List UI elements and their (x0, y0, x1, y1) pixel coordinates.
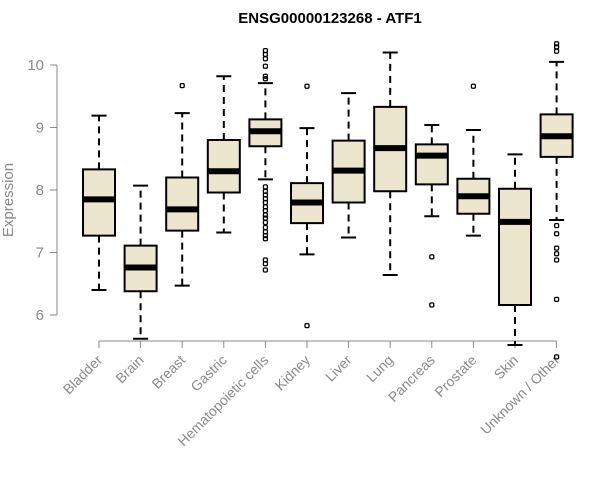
y-tick-label: 7 (36, 245, 44, 262)
iqr-box (165, 176, 200, 232)
box-unknown-other (539, 41, 574, 360)
outlier-point (262, 215, 269, 221)
chart-title: ENSG00000123268 - ATF1 (238, 10, 421, 27)
box-breast (165, 82, 200, 287)
outlier-point (553, 354, 560, 360)
iqr-box (498, 187, 532, 306)
outlier-point (553, 222, 560, 229)
box-lung (373, 51, 408, 276)
box-bladder (82, 114, 116, 291)
outlier-point (262, 219, 269, 226)
outlier-point (553, 41, 560, 47)
x-tick-label: Unknown / Other (477, 352, 563, 438)
box-brain (123, 184, 158, 340)
x-tick-label: Prostate (431, 352, 479, 400)
outlier-point (262, 73, 269, 79)
outlier-point (262, 212, 269, 218)
outlier-point (262, 199, 269, 206)
outlier-point (179, 82, 185, 89)
outlier-point (262, 63, 269, 69)
outlier-point (470, 83, 477, 89)
plot-area (82, 41, 574, 360)
x-tick-label: Breast (148, 352, 188, 392)
outlier-point (553, 44, 560, 50)
iqr-box (206, 139, 241, 194)
outlier-point (553, 245, 560, 251)
outlier-point (553, 231, 560, 237)
box-skin (498, 153, 532, 346)
outlier-point (553, 296, 560, 303)
outlier-point (553, 257, 560, 263)
box-prostate (456, 83, 491, 237)
outlier-point (262, 261, 269, 267)
outlier-point (262, 51, 269, 58)
y-tick-label: 8 (36, 182, 44, 199)
x-tick-label: Lung (363, 352, 396, 385)
box-gastric (206, 75, 241, 234)
outlier-point (262, 224, 269, 231)
iqr-box (414, 143, 449, 186)
box-liver (331, 92, 366, 239)
box-hematopoietic-cells (248, 47, 283, 273)
x-tick-label: Bladder (60, 352, 106, 398)
outlier-point (262, 236, 269, 242)
x-tick-label: Kidney (272, 352, 314, 394)
iqr-box (82, 168, 116, 237)
outlier-point (553, 251, 560, 257)
y-tick-label: 6 (36, 307, 44, 324)
outlier-point (262, 76, 269, 82)
outlier-point (304, 83, 310, 89)
outlier-point (262, 207, 269, 214)
y-tick-label: 9 (36, 120, 44, 137)
outlier-point (262, 184, 269, 190)
x-tick-label: Skin (491, 352, 522, 383)
box-pancreas (414, 124, 449, 308)
outlier-point (262, 232, 269, 239)
outlier-point (429, 302, 435, 308)
x-tick-label: Liver (322, 352, 355, 385)
y-tick-label: 10 (27, 57, 44, 74)
x-tick-label: Brain (112, 352, 146, 386)
outlier-point (553, 48, 560, 54)
y-axis: 6 7 8 9 10 (27, 57, 58, 324)
outlier-point (429, 254, 435, 260)
outlier-point (262, 267, 269, 273)
y-axis-label: Expression (0, 163, 17, 237)
outlier-point (304, 322, 310, 329)
box-kidney (290, 83, 324, 329)
outlier-point (262, 56, 269, 62)
